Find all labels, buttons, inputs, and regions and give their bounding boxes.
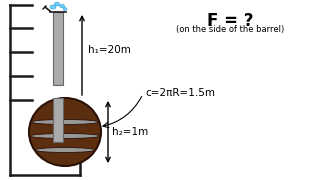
Ellipse shape xyxy=(60,4,65,8)
Text: (on the side of the barrel): (on the side of the barrel) xyxy=(176,25,284,34)
Ellipse shape xyxy=(35,147,95,152)
Ellipse shape xyxy=(29,98,101,166)
Polygon shape xyxy=(53,98,63,142)
Polygon shape xyxy=(53,12,63,85)
Ellipse shape xyxy=(54,2,60,6)
Ellipse shape xyxy=(31,120,99,125)
Text: F = ?: F = ? xyxy=(207,12,253,30)
Ellipse shape xyxy=(30,134,100,138)
Ellipse shape xyxy=(50,5,56,9)
Text: h₁=20m: h₁=20m xyxy=(88,45,131,55)
Text: c=2πR=1.5m: c=2πR=1.5m xyxy=(145,88,215,98)
Ellipse shape xyxy=(63,8,67,10)
Text: h₂=1m: h₂=1m xyxy=(112,127,148,137)
